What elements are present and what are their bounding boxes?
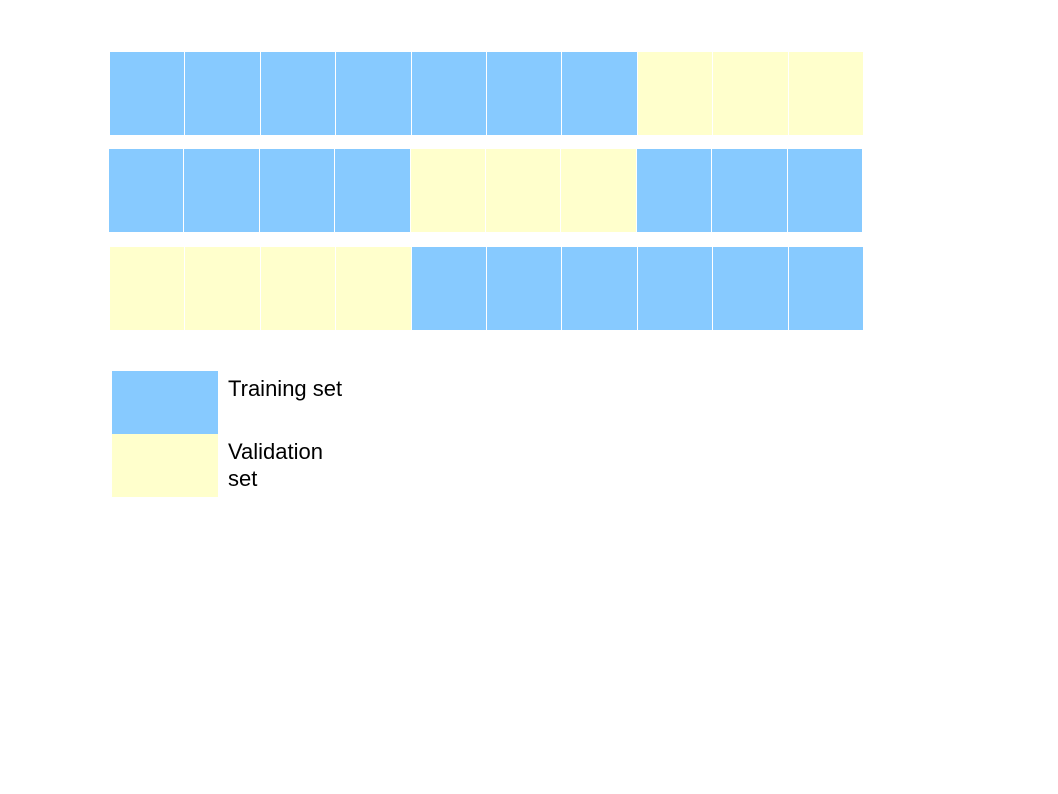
training-block (712, 149, 788, 232)
validation-block (110, 247, 186, 330)
training-block (184, 149, 260, 232)
training-block (411, 52, 488, 135)
training-block (562, 52, 638, 135)
validation-block (336, 247, 412, 330)
training-block (787, 149, 863, 232)
training-block (487, 52, 563, 135)
training-block (336, 52, 412, 135)
training-block (713, 247, 789, 330)
training-block (411, 247, 488, 330)
legend-swatch-training (112, 371, 218, 434)
fold-row-3 (110, 247, 864, 330)
training-block (637, 247, 714, 330)
legend-label-validation: Validation set (228, 439, 323, 491)
training-block (109, 149, 185, 232)
training-block (185, 52, 261, 135)
legend-label-training: Training set (228, 376, 343, 401)
training-block (788, 247, 864, 330)
training-block (259, 149, 336, 232)
validation-block (410, 149, 487, 232)
training-block (110, 52, 186, 135)
training-block (636, 149, 713, 232)
legend-item-validation: Validation set (112, 434, 372, 497)
validation-block (561, 149, 637, 232)
fold-row-1 (110, 52, 864, 135)
validation-block (260, 247, 337, 330)
validation-block (185, 247, 261, 330)
validation-block (713, 52, 789, 135)
validation-block (637, 52, 714, 135)
training-block (487, 247, 563, 330)
training-block (260, 52, 337, 135)
legend: Training set Validation set (112, 371, 372, 497)
validation-block (788, 52, 864, 135)
fold-row-2 (109, 149, 863, 232)
legend-item-training: Training set (112, 371, 372, 434)
training-block (562, 247, 638, 330)
validation-block (486, 149, 562, 232)
training-block (335, 149, 411, 232)
legend-swatch-validation (112, 434, 218, 497)
